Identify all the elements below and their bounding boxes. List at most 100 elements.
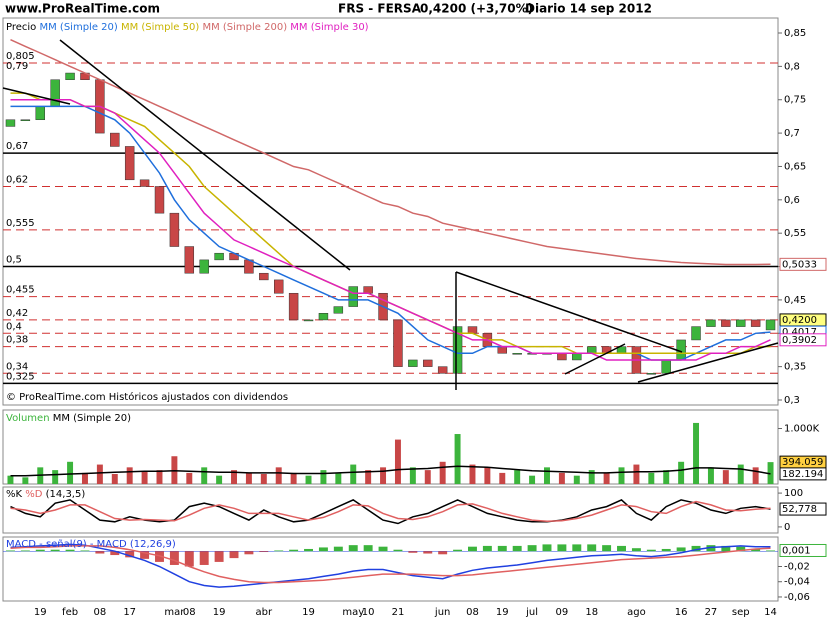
legend-entry: %K: [6, 489, 23, 500]
histogram-bar: [214, 551, 224, 562]
y-tick-label: 0,8: [784, 61, 800, 72]
value-tag: 0,4017: [782, 327, 817, 338]
y-tick-label: 0,45: [784, 295, 806, 306]
y-tick-label: 0,55: [784, 228, 806, 239]
x-tick-label: may: [342, 607, 364, 618]
legend: Volumen MM (Simple 20): [6, 413, 131, 424]
candle: [35, 106, 45, 121]
candle: [169, 212, 180, 247]
candle: [124, 146, 135, 181]
volume-bar: [380, 467, 387, 484]
histogram-bar: [512, 545, 522, 552]
volume-bar: [588, 470, 595, 484]
candle: [363, 286, 373, 294]
candle: [408, 359, 418, 367]
legend: MACD - señal(9) - MACD (12,26,9): [6, 539, 176, 550]
trendline: [455, 271, 683, 353]
candle: [437, 366, 448, 374]
histogram-bar: [393, 549, 403, 552]
volume-bar: [573, 475, 580, 484]
level-label: 0,4: [6, 321, 22, 332]
y-tick-label: 0,6: [784, 195, 800, 206]
histogram-bar: [169, 551, 179, 565]
histogram-bar: [348, 545, 358, 552]
x-tick-label: 21: [392, 607, 405, 618]
candle: [512, 353, 522, 355]
volume-bar: [514, 470, 521, 484]
histogram-bar: [572, 544, 582, 552]
value-tag: 0,001: [782, 545, 811, 556]
volume-bar: [454, 434, 461, 484]
histogram-bar: [646, 549, 656, 552]
x-tick-label: 27: [705, 607, 718, 618]
volume-bar: [275, 467, 282, 484]
volume-bar: [67, 461, 74, 484]
legend-entry: MM (Simple 50): [121, 22, 199, 33]
volume-bar: [96, 464, 103, 484]
x-tick-label: 19: [496, 607, 509, 618]
candle: [736, 319, 746, 327]
x-tick-label: 08: [183, 607, 196, 618]
volume-bar: [335, 472, 342, 484]
volume-bar: [350, 464, 357, 484]
volume-bar: [290, 472, 297, 484]
legend-entry: MM (Simple 30): [290, 22, 368, 33]
value-tag-box: [779, 502, 827, 516]
histogram-bar: [378, 546, 388, 552]
volume-bar: [305, 475, 312, 484]
histogram-bar: [617, 545, 626, 552]
y-tick-label: 0,3: [784, 395, 800, 406]
histogram-bar: [587, 544, 597, 552]
volume-bar: [365, 470, 372, 484]
histogram-bar: [80, 550, 90, 552]
histogram-bar: [631, 548, 641, 552]
volume-bar: [618, 467, 625, 484]
x-tick-label: jul: [525, 607, 538, 618]
indicator-line: [10, 500, 771, 522]
y-tick-label: 0,65: [784, 161, 806, 172]
legend-entry: MACD - señal(9) - MACD (12,26,9): [6, 539, 176, 550]
histogram-bar: [244, 551, 254, 555]
candle: [259, 272, 269, 281]
y-tick-label: -0,06: [784, 592, 810, 603]
volume-bar: [439, 461, 446, 484]
macd-panel: [2, 536, 779, 602]
histogram-bar: [35, 549, 45, 552]
indicator-line: [10, 545, 771, 584]
volume-bar: [663, 470, 670, 484]
legend-entry: Precio: [6, 22, 36, 33]
candle: [706, 319, 716, 327]
histogram-bar: [140, 551, 150, 559]
candle: [65, 72, 75, 80]
histogram-bar: [751, 548, 761, 552]
x-tick-label: 09: [556, 607, 569, 618]
candle: [288, 292, 299, 321]
legend: %K %D (14,3,5): [6, 489, 85, 500]
histogram-bar: [20, 550, 30, 552]
candle: [646, 373, 657, 375]
histogram-bar: [50, 549, 60, 552]
volume-bar: [767, 462, 774, 484]
x-tick-label: ago: [627, 607, 646, 618]
volume-bar: [722, 470, 729, 484]
x-tick-label: 16: [675, 607, 688, 618]
x-tick-label: 08: [94, 607, 107, 618]
x-tick-label: 18: [585, 607, 598, 618]
value-tag-box: [779, 467, 827, 481]
level-label: 0,325: [6, 371, 35, 382]
candle: [110, 132, 120, 147]
volume-bar: [201, 467, 208, 484]
legend-entry: %D: [25, 489, 43, 500]
level-label: 0,62: [6, 174, 28, 185]
level-label: 0,455: [6, 285, 35, 296]
candle: [452, 326, 463, 374]
y-tick-label: 0: [784, 522, 790, 533]
y-tick-label: 100: [784, 488, 803, 499]
y-tick-label: 1.000K: [784, 423, 820, 434]
histogram-bar: [453, 549, 463, 552]
x-tick-label: mar: [164, 607, 185, 618]
candle: [691, 326, 701, 341]
trendline: [564, 343, 626, 375]
